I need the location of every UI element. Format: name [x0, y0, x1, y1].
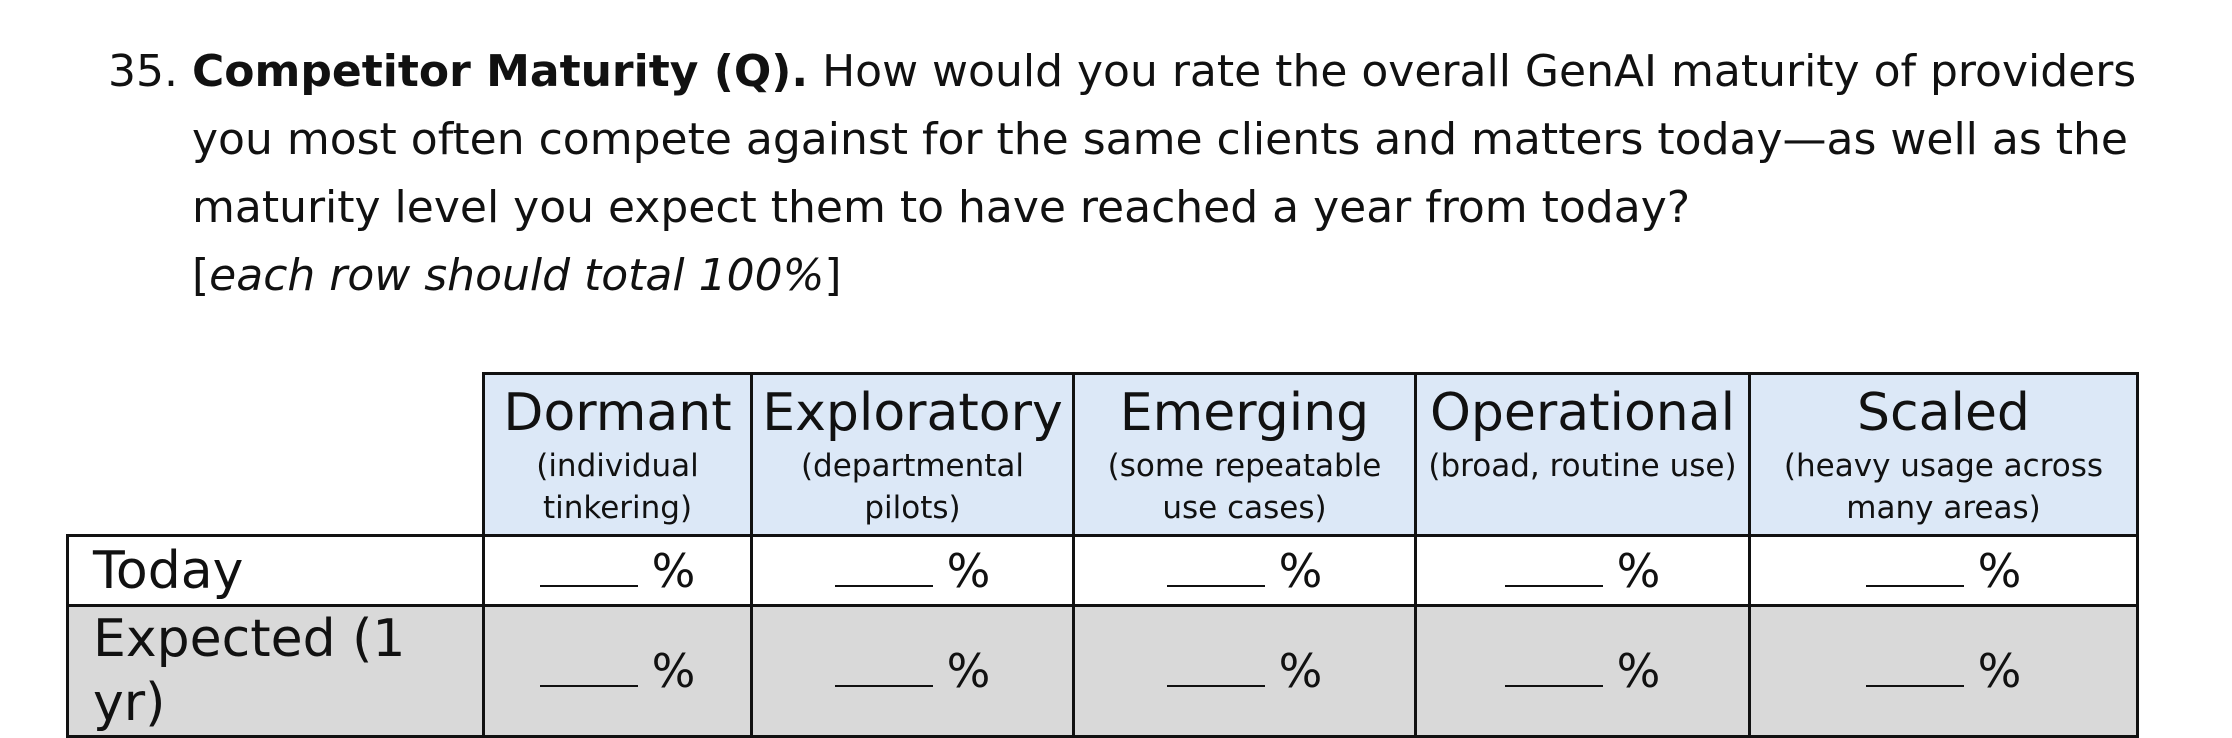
- maturity-table: Dormant (individual tinkering) Explorato…: [66, 372, 2139, 738]
- percent-input-cell[interactable]: %: [482, 534, 753, 607]
- column-name: Operational: [1429, 383, 1736, 443]
- fill-in-blank[interactable]: [1865, 549, 1964, 587]
- column-header-exploratory: Exploratory (departmental pilots): [750, 372, 1075, 537]
- percent-input-cell[interactable]: %: [750, 534, 1075, 607]
- question-text: How would you rate the overall GenAI mat…: [192, 46, 2137, 233]
- column-description: (heavy usage across many areas): [1783, 448, 2104, 526]
- fill-in-blank[interactable]: [1504, 649, 1603, 687]
- percent-sign: %: [1977, 543, 2022, 598]
- percent-input-cell[interactable]: %: [1072, 534, 1417, 607]
- fill-in-blank[interactable]: [1166, 649, 1265, 687]
- percent-sign: %: [651, 543, 696, 598]
- percent-sign: %: [1616, 644, 1661, 698]
- column-name: Scaled: [1857, 383, 2030, 443]
- row-label-expected: Expected (1 yr): [66, 604, 485, 738]
- percent-input-cell[interactable]: %: [1748, 604, 2139, 738]
- instruction-close-bracket: ]: [824, 250, 842, 301]
- header-row: Dormant (individual tinkering) Explorato…: [68, 372, 2139, 537]
- question-instruction: [each row should total 100%]: [192, 250, 842, 301]
- column-header-emerging: Emerging (some repeatable use cases): [1072, 372, 1417, 537]
- percent-input-cell[interactable]: %: [482, 604, 753, 738]
- instruction-text: each row should total 100%: [209, 250, 825, 301]
- question-title: Competitor Maturity (Q).: [192, 46, 809, 97]
- percent-input-cell[interactable]: %: [1748, 534, 2139, 607]
- column-header-dormant: Dormant (individual tinkering): [482, 372, 753, 537]
- empty-corner-cell: [68, 374, 484, 536]
- column-description: (some repeatable use cases): [1107, 448, 1382, 526]
- instruction-open-bracket: [: [192, 250, 210, 301]
- row-label-today: Today: [66, 534, 485, 607]
- question-block: 35. Competitor Maturity (Q). How would y…: [108, 38, 2218, 310]
- percent-input-cell[interactable]: %: [750, 604, 1075, 738]
- percent-sign: %: [946, 543, 991, 598]
- question-number: 35.: [108, 46, 178, 97]
- column-name: Dormant: [503, 383, 732, 443]
- table-row-today: Today % % % % %: [66, 534, 2139, 607]
- column-description: (individual tinkering): [536, 448, 699, 526]
- fill-in-blank[interactable]: [1865, 649, 1964, 687]
- fill-in-blank[interactable]: [539, 549, 638, 587]
- percent-input-cell[interactable]: %: [1414, 534, 1751, 607]
- fill-in-blank[interactable]: [1504, 549, 1603, 587]
- percent-sign: %: [1278, 543, 1323, 598]
- column-header-scaled: Scaled (heavy usage across many areas): [1748, 372, 2139, 537]
- percent-sign: %: [1977, 644, 2022, 698]
- fill-in-blank[interactable]: [1166, 549, 1265, 587]
- column-header-operational: Operational (broad, routine use): [1414, 372, 1751, 537]
- fill-in-blank[interactable]: [539, 649, 638, 687]
- percent-sign: %: [946, 644, 991, 698]
- column-description: (broad, routine use): [1428, 448, 1737, 484]
- fill-in-blank[interactable]: [834, 649, 933, 687]
- column-name: Exploratory: [762, 383, 1063, 443]
- percent-sign: %: [1278, 644, 1323, 698]
- percent-input-cell[interactable]: %: [1072, 604, 1417, 738]
- column-name: Emerging: [1119, 383, 1370, 443]
- percent-sign: %: [651, 644, 696, 698]
- column-description: (departmental pilots): [800, 448, 1025, 526]
- percent-input-cell[interactable]: %: [1414, 604, 1751, 738]
- table-row-expected: Expected (1 yr) % % % % %: [66, 604, 2139, 738]
- fill-in-blank[interactable]: [834, 549, 933, 587]
- percent-sign: %: [1616, 543, 1661, 598]
- question-body: Competitor Maturity (Q). How would you r…: [192, 38, 2212, 310]
